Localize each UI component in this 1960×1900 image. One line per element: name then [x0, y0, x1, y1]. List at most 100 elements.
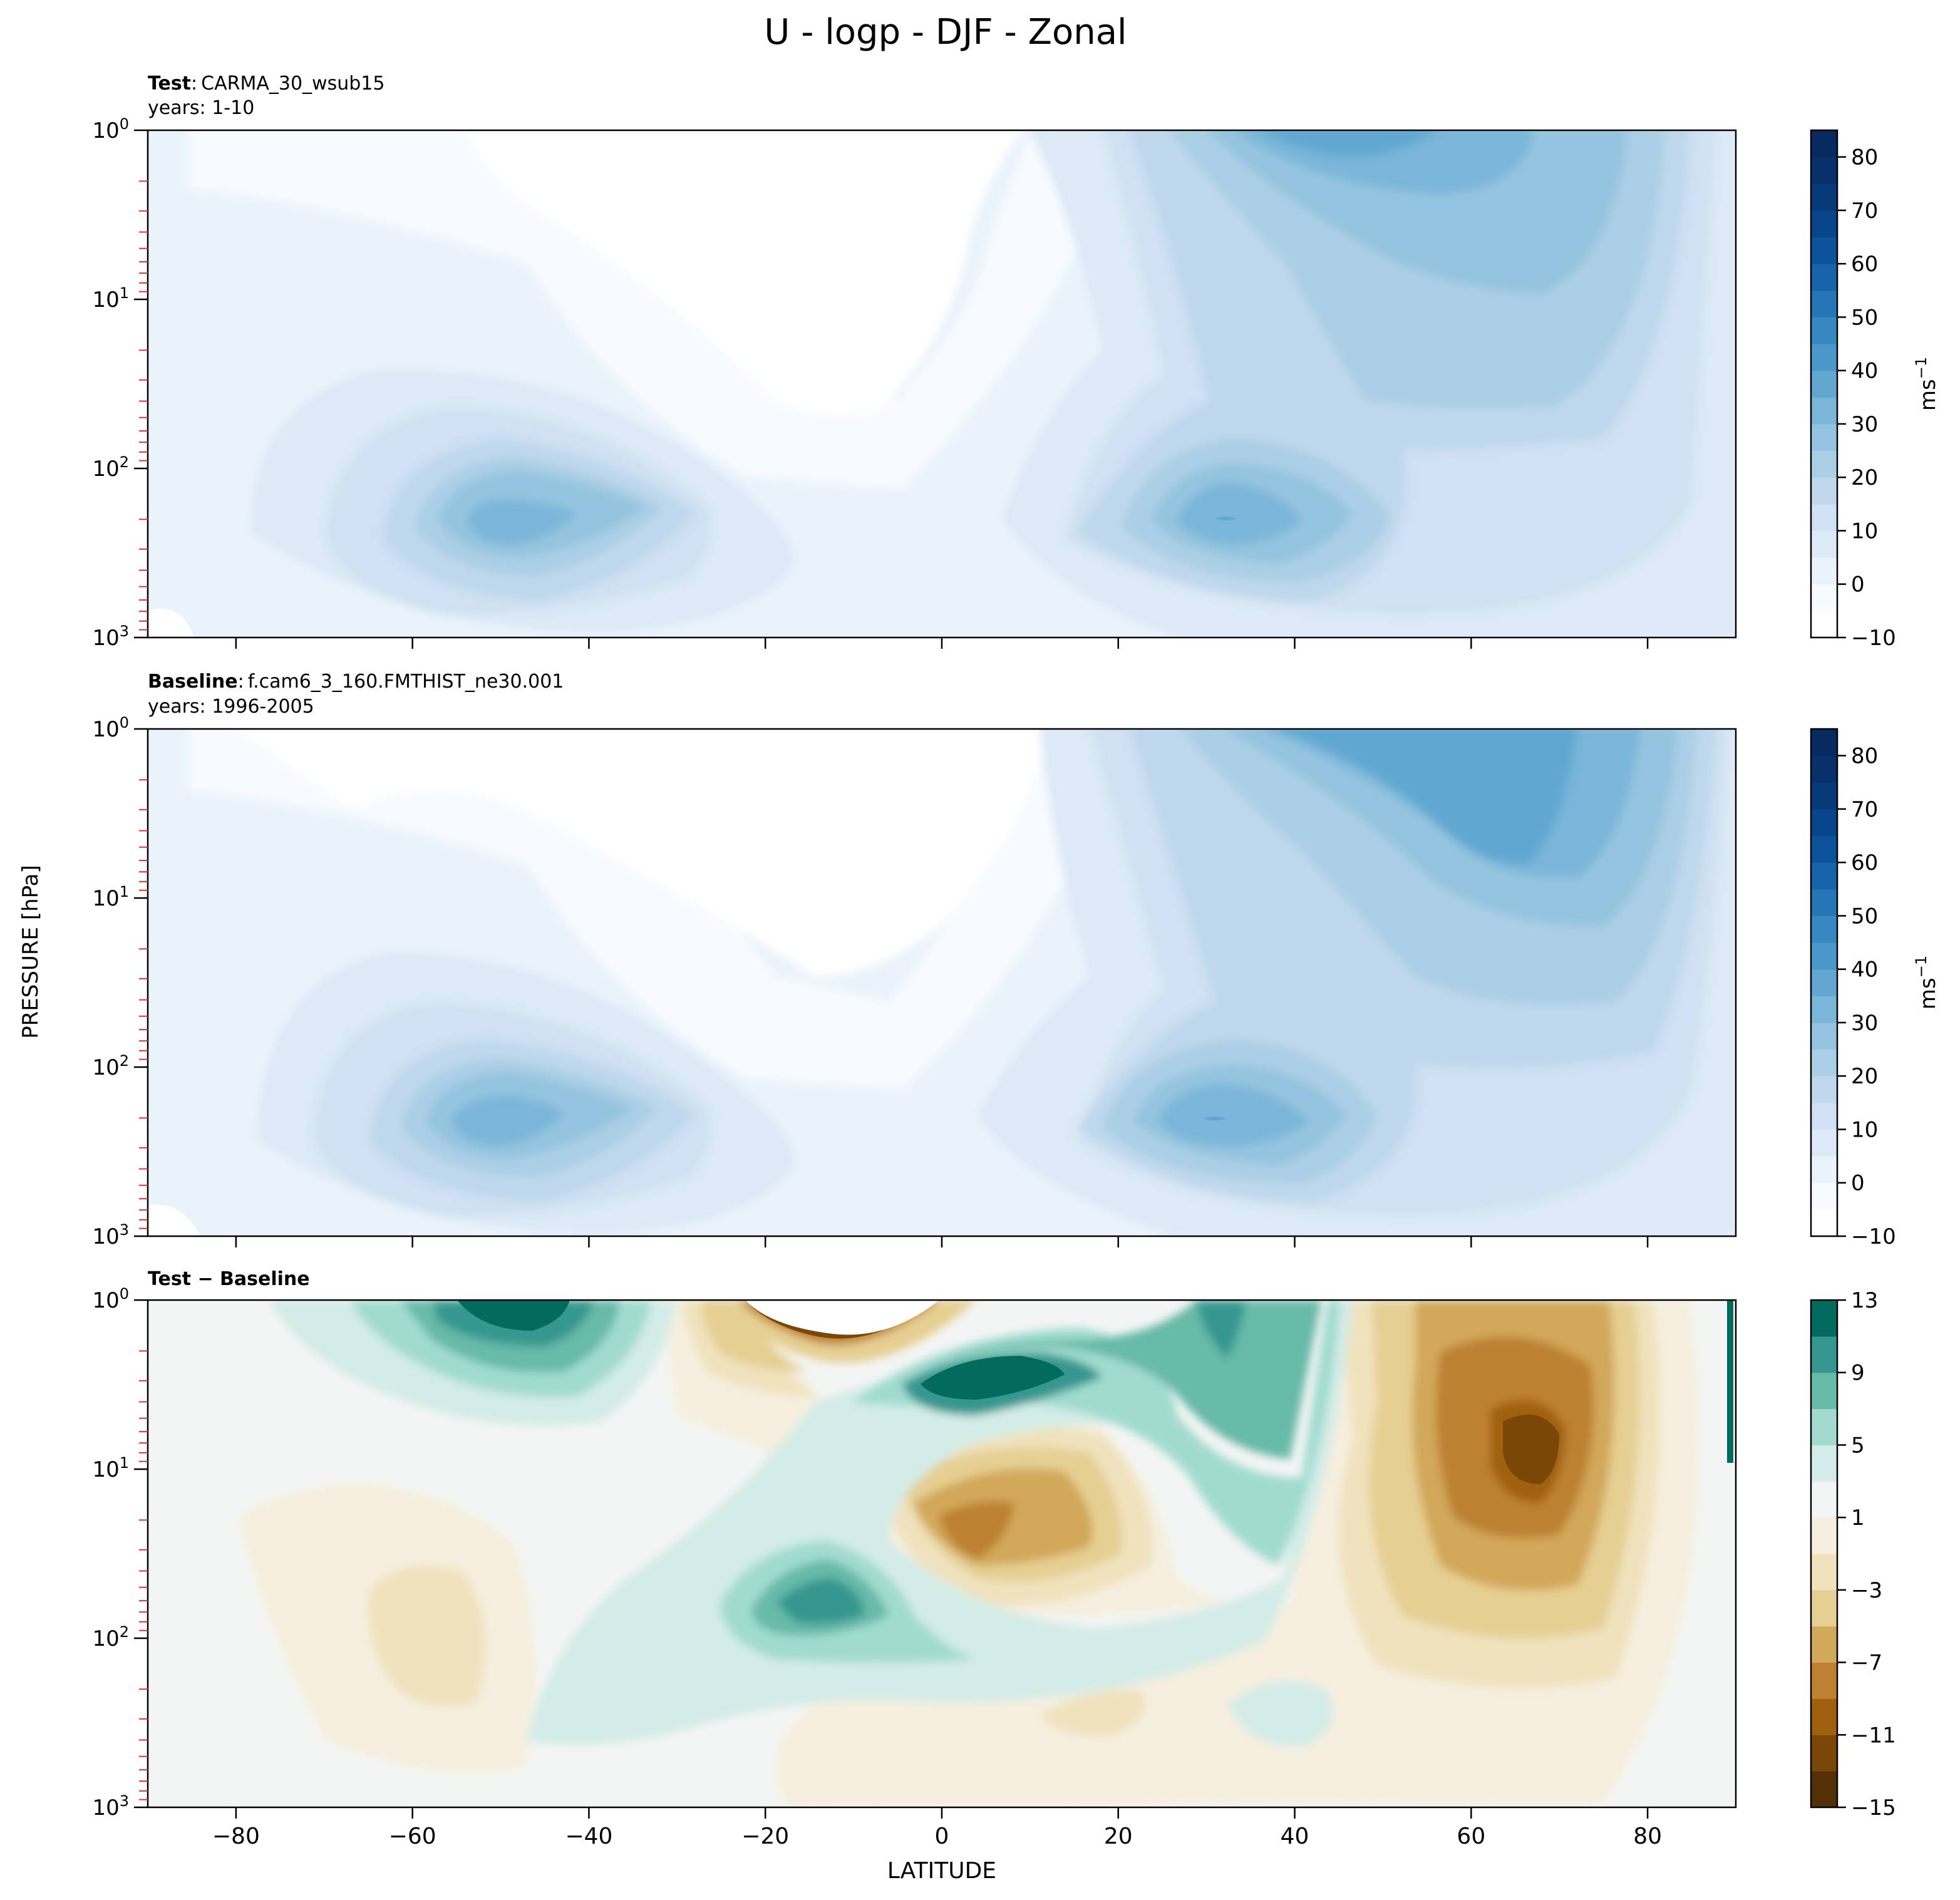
y-tick-base: 10 — [92, 886, 119, 911]
contour-band-1 — [188, 130, 1126, 488]
y-tick-exponent: 2 — [120, 453, 129, 471]
y-tick-base: 10 — [92, 717, 119, 742]
y-tick-label: 100 — [92, 115, 129, 143]
panel-test-header: Test: CARMA_30_wsub15 — [148, 73, 384, 95]
contour-band-0-white — [465, 130, 1023, 413]
panel-test-minor-ticks — [134, 129, 148, 639]
panel-difference-label: Test − Baseline — [148, 1268, 310, 1290]
colorbar-segment — [1811, 264, 1837, 291]
colorbar-tick-label: 60 — [1851, 850, 1878, 875]
colorbar-segment — [1811, 423, 1837, 452]
colorbar-tick-label: 70 — [1851, 199, 1878, 224]
contour-band-pos-4c — [776, 1578, 864, 1624]
colorbar-segment — [1811, 1626, 1837, 1663]
y-tick-exponent: 1 — [120, 883, 129, 901]
panel-baseline-years: years: 1996-2005 — [148, 696, 314, 718]
y-tick-label: 103 — [92, 1792, 129, 1820]
panel-baseline-colorbar-label: ms−1 — [1912, 956, 1941, 1009]
colorbar-segment — [1811, 584, 1837, 611]
colorbar-segment — [1811, 1102, 1837, 1130]
colorbar-tick-label: 10 — [1851, 519, 1878, 544]
pole-edge-band — [1727, 1300, 1733, 1463]
colorbar-segment — [1811, 344, 1837, 371]
y-tick-label: 102 — [92, 1052, 129, 1080]
panel-difference-field — [148, 1300, 1736, 1807]
panel-test-colorbar-unit-exp: −1 — [1912, 357, 1930, 379]
colorbar-segment — [1811, 130, 1837, 158]
colorbar-tick-label: −10 — [1851, 626, 1896, 651]
colorbar-segment — [1811, 1735, 1837, 1772]
panel-test-years: years: 1-10 — [148, 97, 254, 119]
y-tick-base: 10 — [92, 1457, 119, 1482]
colorbar-tick-label: −10 — [1851, 1224, 1896, 1249]
panel-baseline-colorbar: −10 0 10 20 30 40 50 60 70 80 — [1810, 728, 1896, 1249]
y-tick-label: 102 — [92, 453, 129, 482]
colorbar-segment — [1811, 530, 1837, 558]
colorbar-segment — [1811, 1662, 1837, 1699]
colorbar-tick-label: 70 — [1851, 797, 1878, 822]
surface-mask-baseline — [148, 1204, 200, 1236]
colorbar-segment — [1811, 1445, 1837, 1482]
surface-mask-test — [148, 608, 194, 638]
y-tick-label: 102 — [92, 1623, 129, 1651]
y-tick-label: 101 — [92, 1454, 129, 1482]
panel-test-x-ticks — [235, 638, 1649, 649]
colorbar-segment — [1811, 835, 1837, 863]
contour-band-neg-5 — [939, 1501, 1014, 1559]
panel-test-colorbar-label: ms−1 — [1912, 357, 1941, 411]
panel-baseline-separator: : — [238, 671, 244, 693]
contour-band-neg-7 — [1503, 1414, 1559, 1484]
colorbar-segment — [1811, 557, 1837, 585]
colorbar-tick-label: 40 — [1851, 958, 1878, 983]
y-tick-label: 103 — [92, 1221, 129, 1249]
colorbar-segment — [1811, 210, 1837, 238]
y-tick-label: 100 — [92, 714, 129, 742]
y-tick-exponent: 3 — [120, 1221, 129, 1239]
panel-baseline-colorbar-unit: ms — [1916, 978, 1941, 1009]
colorbar-frame — [1810, 728, 1839, 1237]
y-tick-exponent: 2 — [120, 1052, 129, 1070]
colorbar-segment — [1811, 370, 1837, 398]
panel-difference-x-ticks: −80 −60 −40 −20 0 20 40 60 80 — [212, 1807, 1662, 1849]
x-tick-label: 40 — [1281, 1824, 1309, 1849]
y-tick-base: 10 — [92, 118, 119, 143]
colorbar-segment — [1811, 1554, 1837, 1591]
colorbar-tick-label: 50 — [1851, 904, 1878, 929]
colorbar-tick-label: 0 — [1851, 572, 1865, 597]
colorbar-segment — [1811, 862, 1837, 890]
colorbar-segment — [1811, 996, 1837, 1023]
colorbar-segment — [1811, 1589, 1837, 1627]
panel-baseline-x-ticks — [235, 1236, 1649, 1247]
panel-difference-minor-ticks — [134, 1299, 148, 1809]
colorbar-segment — [1811, 808, 1837, 837]
x-tick-label: −60 — [389, 1824, 436, 1849]
y-tick-base: 10 — [92, 626, 119, 651]
panel-baseline-colorbar-unit-exp: −1 — [1912, 956, 1930, 978]
panel-test-label: Test — [148, 73, 191, 95]
panel-baseline-minor-ticks — [134, 728, 148, 1237]
colorbar-tick-label: 80 — [1851, 744, 1878, 769]
contour-band-neg-2e — [1039, 1690, 1145, 1736]
contour-band-pos-5b — [921, 1356, 1065, 1400]
panel-baseline: Baseline: f.cam6_3_160.FMTHIST_ne30.001 y… — [92, 671, 1941, 1249]
colorbar-segment — [1811, 183, 1837, 211]
colorbar-segment — [1811, 1336, 1837, 1373]
colorbar-tick-label: −11 — [1851, 1723, 1896, 1748]
colorbar-segment — [1811, 317, 1837, 344]
panel-test-separator: : — [191, 73, 197, 95]
colorbar-tick-label: 1 — [1851, 1505, 1865, 1531]
panel-baseline-label: Baseline — [148, 671, 238, 693]
y-tick-label: 100 — [92, 1285, 129, 1313]
x-tick-label: −80 — [212, 1824, 260, 1849]
colorbar-segment — [1811, 942, 1837, 970]
colorbar-tick-label: 20 — [1851, 465, 1878, 490]
y-axis-label: PRESSURE [hPa] — [18, 865, 43, 1038]
colorbar-segment — [1811, 755, 1837, 783]
panel-test-colorbar: −10 0 10 20 30 40 50 60 70 80 — [1810, 129, 1896, 651]
contour-band-7 — [451, 1096, 564, 1146]
panel-test-field — [148, 130, 1736, 638]
y-tick-base: 10 — [92, 1288, 119, 1313]
